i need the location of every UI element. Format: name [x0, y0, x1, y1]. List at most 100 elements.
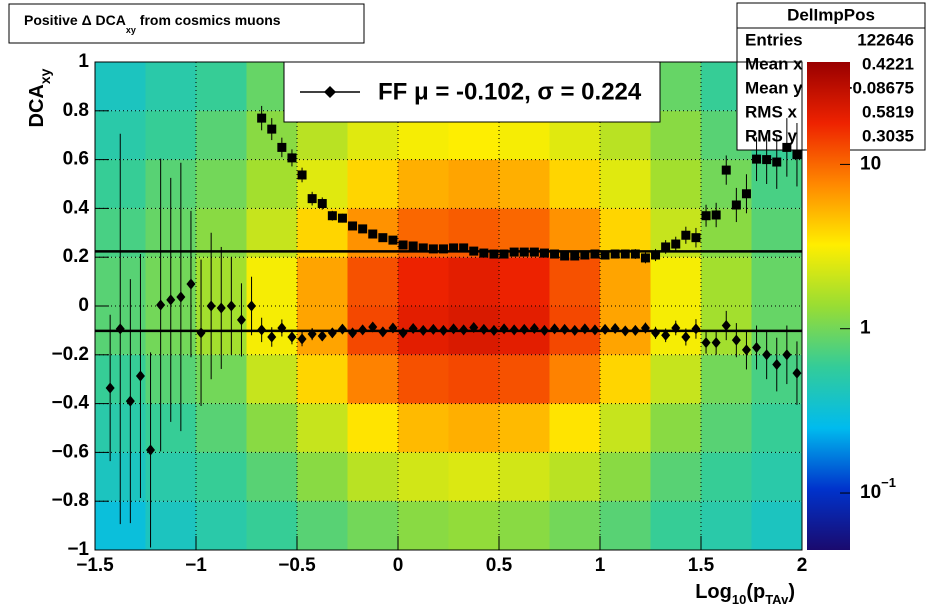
stats-value: 122646	[857, 30, 914, 49]
stats-title: DelImpPos	[787, 5, 875, 24]
chart-title: Positive Δ DCAxy from cosmics muons	[24, 12, 281, 36]
stats-label: Entries	[745, 30, 803, 49]
marker	[701, 337, 711, 349]
x-axis-label: Log10(pTAv)	[695, 581, 795, 607]
marker	[216, 302, 226, 314]
y-tick-label: −0.6	[51, 441, 89, 462]
marker	[539, 324, 549, 336]
marker	[398, 240, 408, 250]
heat-cell	[196, 501, 247, 550]
stats-label: RMS y	[745, 126, 798, 145]
marker	[297, 333, 307, 345]
heat-cell	[398, 354, 449, 404]
marker	[449, 323, 459, 335]
y-tick-label: −1	[67, 539, 89, 560]
marker	[277, 142, 287, 152]
heat-cell	[499, 257, 550, 306]
marker	[560, 251, 570, 261]
marker	[509, 247, 519, 257]
marker	[327, 327, 337, 339]
heat-cell	[398, 159, 449, 209]
marker	[560, 323, 570, 335]
heat-cell	[196, 403, 247, 453]
heat-cell	[499, 354, 550, 404]
marker	[681, 331, 691, 343]
marker	[196, 327, 206, 339]
x-tick-label: 1	[595, 555, 606, 576]
z-tick-base: 10	[860, 482, 881, 503]
marker	[570, 324, 580, 336]
marker	[358, 224, 368, 234]
heat-cell	[347, 452, 398, 502]
marker	[236, 314, 246, 326]
stats-label: RMS x	[745, 102, 798, 121]
marker	[671, 239, 681, 249]
marker	[620, 249, 630, 259]
heat-cell	[145, 110, 196, 160]
heat-cell	[751, 403, 802, 453]
stats-label: Mean x	[745, 54, 803, 73]
y-tick-label: 0	[78, 295, 89, 316]
marker	[651, 250, 661, 260]
z-tick-label: 1	[860, 318, 871, 339]
heat-cell	[347, 403, 398, 453]
heat-cell	[448, 257, 499, 306]
stats-rows: Entries 122646 Mean x 0.4221 Mean y −0.08675 R…	[745, 30, 914, 145]
y-tick-label: 0.8	[63, 100, 89, 121]
heat-cell	[297, 501, 348, 550]
marker	[337, 213, 347, 223]
marker	[610, 249, 620, 259]
marker	[287, 331, 297, 343]
heat-cell	[145, 501, 196, 550]
marker	[186, 278, 196, 290]
marker	[368, 321, 378, 333]
marker	[125, 395, 135, 407]
marker	[368, 229, 378, 239]
marker	[479, 323, 489, 335]
legend-marker	[324, 86, 336, 98]
heat-cell	[398, 257, 449, 306]
marker	[782, 142, 792, 152]
y-tick-label: 0.6	[63, 149, 89, 170]
heat-cell	[701, 403, 752, 453]
marker	[337, 323, 347, 335]
heat-cell	[398, 452, 449, 502]
marker	[711, 210, 721, 220]
marker	[661, 242, 671, 252]
heat-cell	[701, 257, 752, 306]
heat-cell	[297, 257, 348, 306]
heat-cell	[297, 354, 348, 404]
marker	[358, 324, 368, 336]
stats-label: Mean y	[745, 78, 803, 97]
heat-cell	[347, 354, 398, 404]
x-tick-label: −1.5	[76, 555, 114, 576]
heat-cell	[196, 452, 247, 502]
heat-cell	[297, 403, 348, 453]
marker	[529, 322, 539, 334]
heat-cell	[499, 403, 550, 453]
z-tick-label: 10−1	[860, 475, 896, 503]
heat-cell	[398, 501, 449, 550]
heat-cell	[549, 403, 600, 453]
marker	[630, 324, 640, 336]
marker	[782, 349, 792, 361]
marker	[398, 327, 408, 339]
marker	[378, 233, 388, 243]
marker	[438, 244, 448, 254]
heat-cell	[549, 452, 600, 502]
heat-cell	[246, 208, 297, 258]
x-tick-label: −1	[185, 555, 207, 576]
marker	[630, 249, 640, 259]
marker	[661, 329, 671, 341]
legend-label: FF μ = -0.102, σ = 0.224	[378, 78, 642, 105]
marker	[327, 211, 337, 221]
marker	[651, 327, 661, 339]
heat-cell	[448, 403, 499, 453]
x-tick-label: 1.5	[688, 555, 715, 576]
heat-cell	[701, 452, 752, 502]
marker	[610, 322, 620, 334]
marker	[257, 324, 267, 336]
y-tick-label: −0.8	[51, 490, 89, 511]
marker	[590, 324, 600, 336]
